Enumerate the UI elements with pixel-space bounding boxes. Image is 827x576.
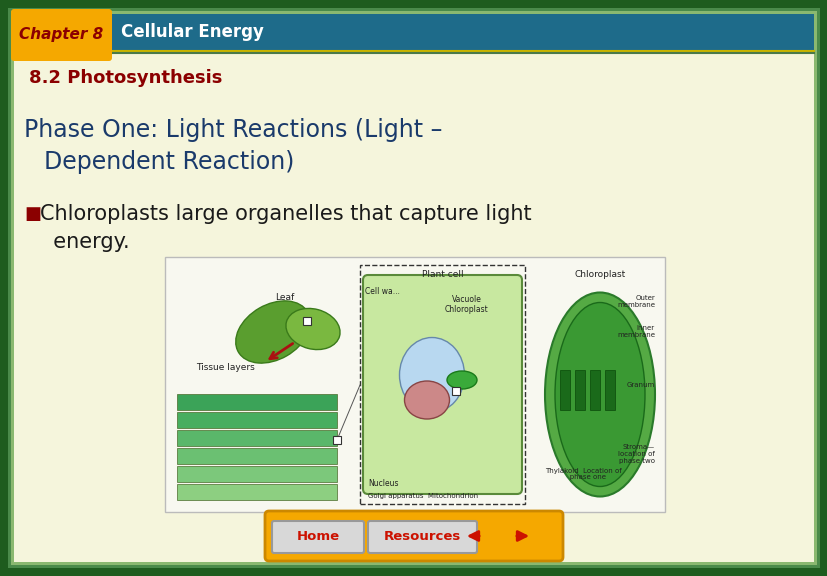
Text: Golgi apparatus  Mitochondrion: Golgi apparatus Mitochondrion: [367, 493, 477, 499]
Ellipse shape: [447, 371, 476, 389]
Text: ■: ■: [24, 205, 41, 223]
Text: Inner
membrane: Inner membrane: [616, 325, 654, 338]
Text: Granum: Granum: [626, 382, 654, 388]
Text: Chloroplasts large organelles that capture light: Chloroplasts large organelles that captu…: [40, 204, 531, 224]
Ellipse shape: [236, 301, 310, 363]
Text: Outer
membrane: Outer membrane: [616, 295, 654, 308]
Text: Thylakoid  Location of
           phase one: Thylakoid Location of phase one: [544, 468, 621, 480]
FancyBboxPatch shape: [177, 484, 337, 500]
FancyBboxPatch shape: [303, 317, 311, 325]
FancyBboxPatch shape: [559, 370, 569, 410]
Ellipse shape: [404, 381, 449, 419]
FancyBboxPatch shape: [177, 466, 337, 482]
Text: Leaf: Leaf: [275, 293, 294, 302]
FancyBboxPatch shape: [265, 511, 562, 561]
FancyBboxPatch shape: [165, 257, 664, 512]
FancyBboxPatch shape: [367, 521, 476, 553]
Ellipse shape: [285, 308, 340, 350]
FancyBboxPatch shape: [272, 521, 364, 553]
FancyBboxPatch shape: [14, 14, 813, 562]
Text: Vacuole
Chloroplast: Vacuole Chloroplast: [445, 295, 488, 314]
Text: Home: Home: [296, 529, 339, 543]
Text: Cell wa...: Cell wa...: [365, 287, 399, 296]
FancyBboxPatch shape: [177, 394, 337, 410]
FancyBboxPatch shape: [11, 11, 816, 565]
FancyBboxPatch shape: [362, 275, 521, 494]
Text: Tissue layers: Tissue layers: [195, 362, 254, 372]
Text: Resources: Resources: [383, 529, 460, 543]
Text: Phase One: Light Reactions (Light –: Phase One: Light Reactions (Light –: [24, 118, 442, 142]
Text: Plant cell: Plant cell: [421, 270, 463, 279]
Text: energy.: energy.: [40, 232, 130, 252]
FancyBboxPatch shape: [14, 14, 813, 50]
Ellipse shape: [544, 293, 654, 497]
Text: Chapter 8: Chapter 8: [19, 28, 103, 43]
FancyBboxPatch shape: [177, 448, 337, 464]
FancyBboxPatch shape: [574, 370, 585, 410]
FancyBboxPatch shape: [605, 370, 614, 410]
FancyBboxPatch shape: [590, 370, 600, 410]
FancyBboxPatch shape: [177, 430, 337, 446]
FancyBboxPatch shape: [452, 387, 460, 395]
Text: 8.2 Photosynthesis: 8.2 Photosynthesis: [29, 69, 222, 87]
Text: Dependent Reaction): Dependent Reaction): [44, 150, 294, 174]
Text: Chloroplast: Chloroplast: [574, 270, 625, 279]
Ellipse shape: [554, 302, 644, 487]
Ellipse shape: [399, 338, 464, 412]
Text: Cellular Energy: Cellular Energy: [121, 23, 264, 41]
FancyBboxPatch shape: [177, 412, 337, 428]
FancyBboxPatch shape: [11, 9, 112, 61]
Text: Stroma—
location of
phase two: Stroma— location of phase two: [618, 444, 654, 464]
Text: Nucleus: Nucleus: [367, 479, 398, 488]
FancyBboxPatch shape: [8, 8, 819, 568]
FancyBboxPatch shape: [332, 436, 341, 444]
